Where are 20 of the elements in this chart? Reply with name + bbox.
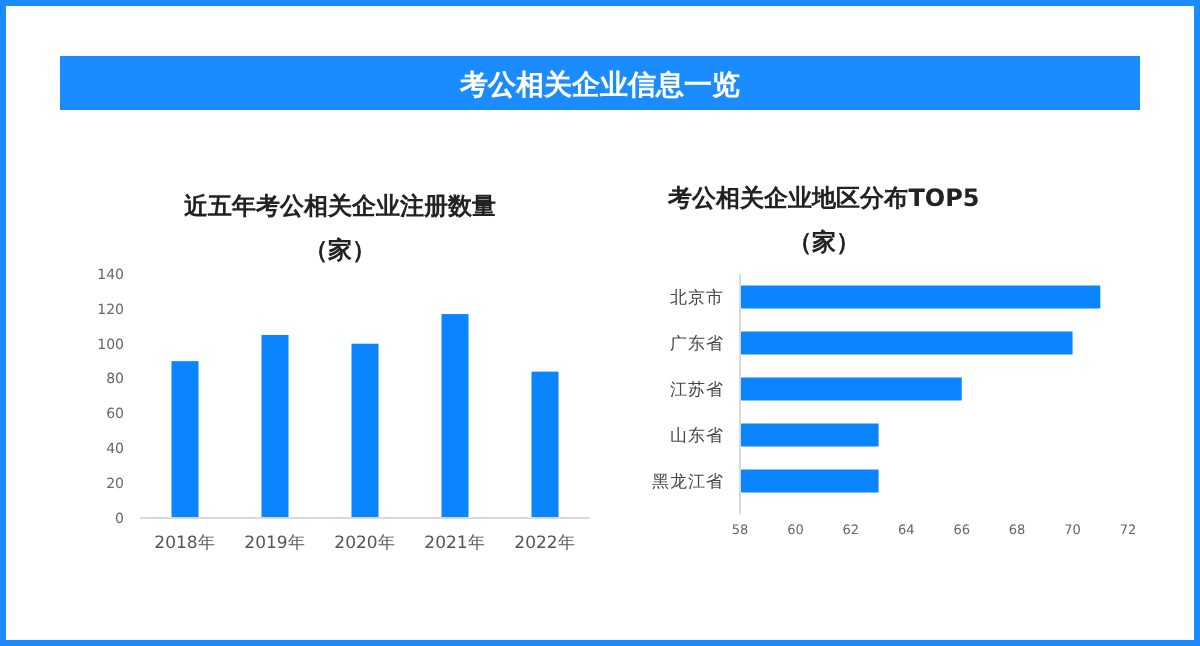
y-tick-label: 广东省: [670, 332, 724, 355]
bar: [531, 371, 559, 518]
y-tick-label: 江苏省: [670, 378, 724, 401]
x-tick-label: 2021年: [424, 532, 486, 554]
x-tick-label: 2020年: [334, 532, 396, 554]
chart-subtitle: （家）: [788, 228, 860, 256]
chart-subtitle: （家）: [304, 236, 376, 264]
bar: [441, 314, 469, 518]
chart-title: 考公相关企业地区分布TOP5: [666, 184, 980, 212]
x-tick-label: 2022年: [514, 532, 576, 554]
y-tick-label: 山东省: [670, 424, 724, 447]
x-tick-label: 2019年: [244, 532, 306, 554]
y-tick-label: 黑龙江省: [652, 470, 724, 493]
x-tick-label: 2018年: [154, 532, 216, 554]
bar: [171, 361, 199, 518]
text: 考公相关企业信息一览: [458, 67, 740, 102]
y-tick-label: 北京市: [670, 286, 724, 309]
chart-title: 近五年考公相关企业注册数量: [182, 192, 496, 220]
bar: [351, 343, 379, 518]
bar: [261, 335, 289, 518]
